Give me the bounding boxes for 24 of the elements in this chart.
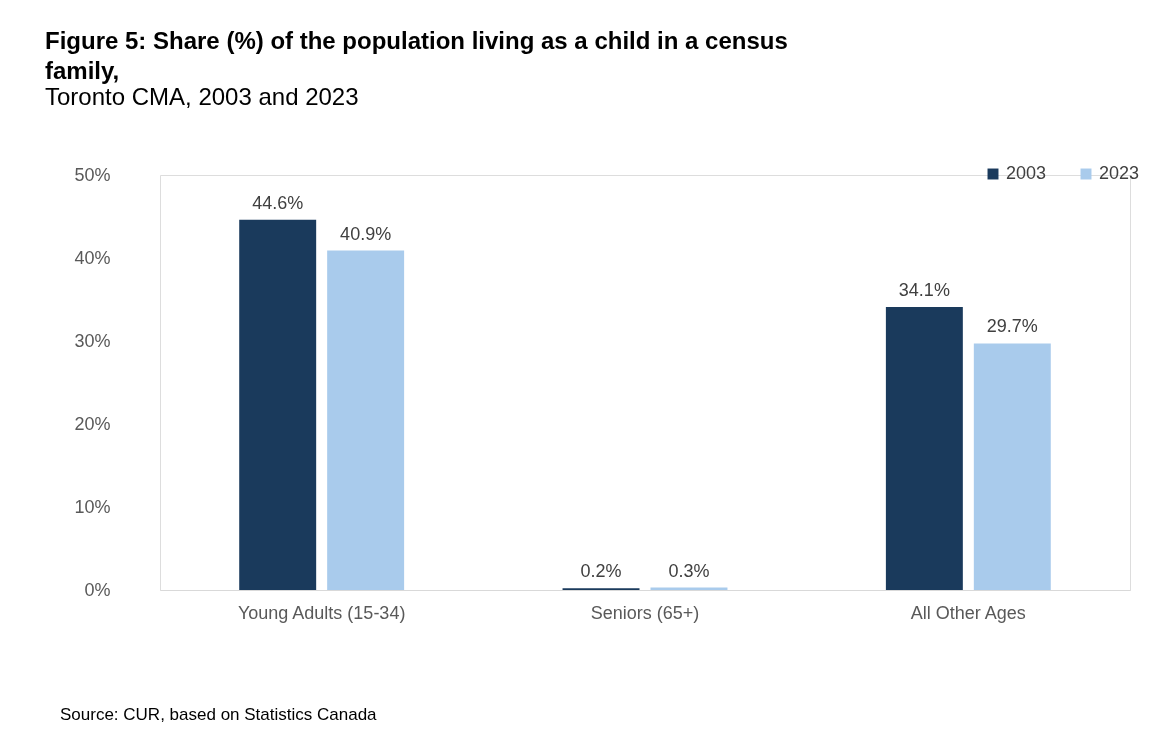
y-tick-label: 0% — [84, 579, 111, 600]
y-tick-label: 20% — [74, 413, 111, 434]
source-note: Source: CUR, based on Statistics Canada — [60, 705, 378, 724]
x-tick-label: Young Adults (15-34) — [237, 602, 406, 623]
x-tick-label: All Other Ages — [910, 602, 1026, 623]
x-tick-label: Seniors (65+) — [590, 602, 700, 623]
data-label: 40.9% — [340, 223, 392, 244]
y-tick-label: 50% — [74, 164, 111, 185]
chart-title: Figure 5: Share (%) of the population living as a child in a census family, — [45, 27, 788, 84]
data-label: 29.7% — [986, 316, 1038, 337]
bar — [327, 250, 405, 590]
bar — [885, 306, 963, 590]
data-label: 0.3% — [668, 560, 710, 581]
chart-subtitle: Toronto CMA, 2003 and 2023 — [45, 83, 359, 110]
y-tick-label: 30% — [74, 330, 111, 351]
bar — [973, 343, 1051, 590]
data-label: 34.1% — [898, 279, 950, 300]
y-tick-label: 40% — [74, 247, 111, 268]
legend-label: 2003 — [1006, 163, 1047, 183]
y-tick-label: 10% — [74, 496, 111, 517]
bar — [239, 219, 317, 590]
legend-label: 2023 — [1099, 163, 1140, 183]
data-label: 44.6% — [252, 192, 304, 213]
data-label: 0.2% — [580, 561, 622, 582]
